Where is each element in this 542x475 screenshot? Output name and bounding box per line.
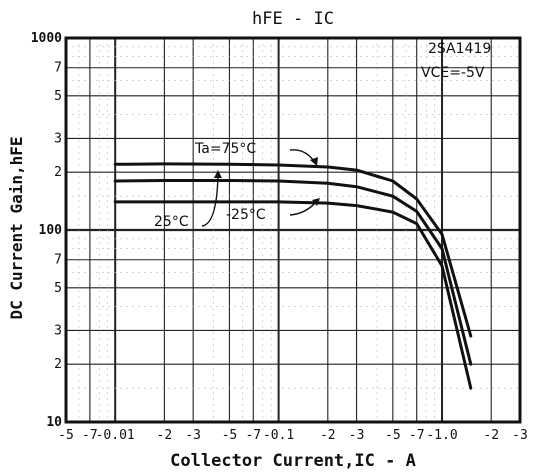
y-tick-labels: 10 2 3 5 7 100 2 3 5 7 1000 (31, 31, 62, 430)
x-tick-label: -7 (409, 428, 425, 443)
curve-label-75: Ta=75°C (194, 141, 256, 157)
arrow-m25-head (312, 198, 320, 206)
curves (113, 162, 473, 390)
y-tick-label: 3 (54, 131, 62, 146)
chart-title: hFE - IC (252, 9, 334, 29)
series-line-1 (113, 179, 473, 366)
arrow-75-head (310, 157, 318, 166)
grid (66, 38, 520, 422)
x-tick-label: -2 (320, 428, 336, 443)
y-tick-label: 5 (54, 89, 62, 104)
x-tick-label: -7 (245, 428, 261, 443)
x-tick-label: -3 (185, 428, 201, 443)
x-tick-label: -5 (222, 428, 238, 443)
series-line-2 (113, 200, 473, 390)
x-axis-label: Collector Current,IC - A (170, 451, 416, 471)
arrow-25 (201, 173, 219, 227)
y-tick-label: 10 (46, 415, 62, 430)
x-tick-labels: -5 -7-0.01 -2 -3 -5 -7 -0.1 -2 -3 -5 -7 -1.0 -2 -3 (58, 428, 528, 443)
x-tick-label: -0.1 (263, 428, 294, 443)
y-tick-label: 2 (54, 357, 62, 372)
curve-label-m25: -25°C (226, 207, 266, 223)
y-axis-label: DC Current Gain,hFE (7, 136, 26, 319)
x-tick-label: -5 (58, 428, 74, 443)
arrow-75 (289, 149, 317, 165)
x-tick-label: -7 (82, 428, 98, 443)
x-tick-label: -1.0 (426, 428, 457, 443)
condition-label: VCE=-5V (421, 65, 485, 81)
x-tick-label: -5 (385, 428, 401, 443)
y-tick-label: 5 (54, 281, 62, 296)
y-tick-label: 100 (39, 223, 63, 238)
curve-label-25: 25°C (154, 214, 189, 230)
part-number-label: 2SA1419 (428, 41, 491, 57)
y-tick-label: 3 (54, 323, 62, 338)
y-tick-label: 7 (54, 253, 62, 268)
x-tick-label: -3 (349, 428, 365, 443)
y-tick-label: 7 (54, 61, 62, 76)
y-tick-label: 2 (54, 165, 62, 180)
plot-frame (64, 36, 522, 424)
x-tick-label: -3 (512, 428, 528, 443)
x-tick-label: -2 (483, 428, 499, 443)
x-tick-label: -0.01 (96, 428, 135, 443)
x-tick-label: -2 (157, 428, 173, 443)
arrow-25-head (214, 170, 222, 178)
y-tick-label: 1000 (31, 31, 62, 46)
series-line-0 (113, 162, 473, 338)
